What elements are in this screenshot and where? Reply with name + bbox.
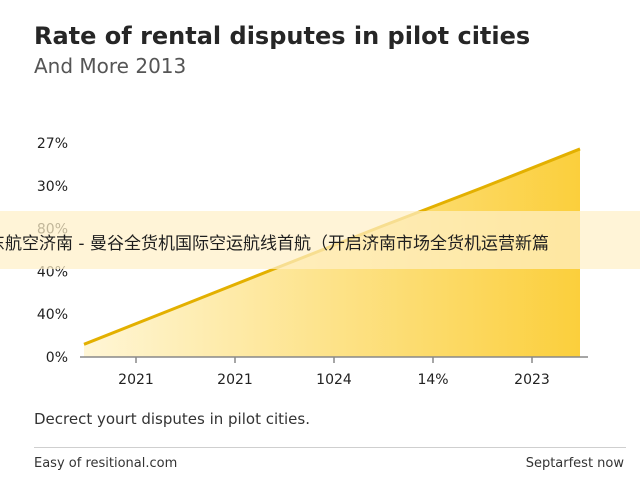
chart-caption: Decrect yourt disputes in pilot cities. xyxy=(34,410,310,428)
chart-title: Rate of rental disputes in pilot cities xyxy=(34,22,531,50)
x-tick-label: 2023 xyxy=(514,372,550,388)
x-tick-label: 2021 xyxy=(118,372,154,388)
footer-source: Easy of resitional.com xyxy=(34,456,178,471)
y-tick-label: 40% xyxy=(37,307,68,323)
y-tick-label: 27% xyxy=(37,136,68,152)
footer-divider xyxy=(34,447,626,448)
chart-subtitle: And More 2013 xyxy=(34,54,187,78)
x-tick-label: 1024 xyxy=(316,372,352,388)
y-tick-label: 30% xyxy=(37,179,68,195)
x-tick-label: 14% xyxy=(417,372,448,388)
footer-note: Septarfest now xyxy=(525,456,624,471)
overlay-banner-text: 东航空济南 - 曼谷全货机国际空运航线首航（开启济南市场全货机运营新篇 xyxy=(0,234,549,254)
overlay-banner: 东航空济南 - 曼谷全货机国际空运航线首航（开启济南市场全货机运营新篇 xyxy=(0,211,640,269)
x-tick-label: 2021 xyxy=(217,372,253,388)
y-tick-label: 0% xyxy=(46,350,68,366)
